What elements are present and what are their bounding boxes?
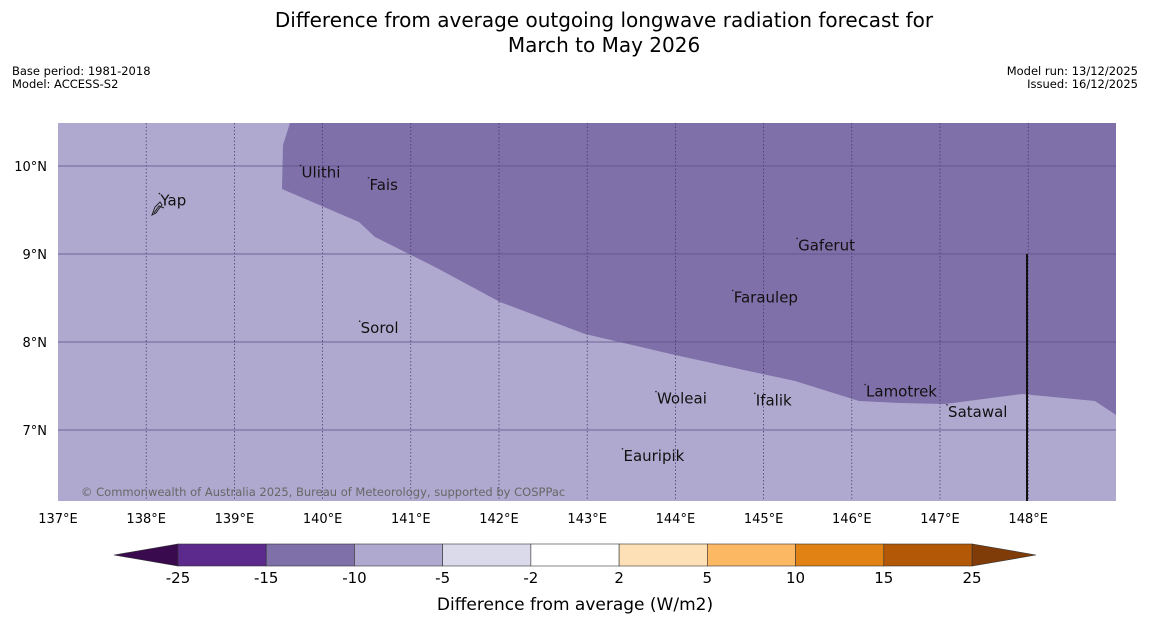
legend-title: Difference from average (W/m2)	[437, 595, 713, 615]
lat-tick-label: 9°N	[23, 248, 48, 263]
place-labels: Yap Ulithi Fais Sorol Gaferut Faraulep Lamotre…	[158, 163, 1007, 465]
lon-tick-label: 140°E	[303, 512, 343, 527]
meta-left: Base period: 1981-2018 Model: ACCESS-S2	[12, 65, 151, 91]
island-marker	[753, 392, 756, 395]
place-label-fais: Fais	[369, 176, 398, 194]
issued-date: Issued: 16/12/2025	[1027, 77, 1138, 91]
lat-tick-label: 8°N	[23, 336, 48, 351]
longitude-axis: 137°E 138°E 139°E 140°E 141°E 142°E 143°E 144°E…	[38, 512, 1048, 527]
colorbar-tick-label: -2	[523, 569, 538, 587]
model-run: Model run: 13/12/2025	[1006, 64, 1138, 78]
colorbar-bin	[883, 543, 973, 567]
meta-right: Model run: 13/12/2025 Issued: 16/12/2025	[1007, 65, 1138, 91]
island-marker	[158, 192, 161, 195]
base-period: Base period: 1981-2018	[12, 64, 151, 78]
place-label-yap: Yap	[159, 192, 186, 210]
lon-tick-label: 144°E	[656, 512, 696, 527]
colorbar-bin	[530, 543, 620, 567]
colorbar-extend-min	[113, 543, 179, 567]
lon-tick-label: 145°E	[744, 512, 784, 527]
colorbar-tick-label: -5	[435, 569, 450, 587]
place-label-satawal: Satawal	[948, 403, 1007, 421]
lon-tick-label: 141°E	[391, 512, 431, 527]
island-marker	[796, 237, 798, 240]
lon-tick-label: 139°E	[215, 512, 255, 527]
place-label-ifalik: Ifalik	[756, 391, 792, 409]
model-name: Model: ACCESS-S2	[12, 77, 119, 91]
colorbar-bin	[795, 543, 885, 567]
island-marker	[367, 176, 370, 179]
island-marker	[655, 390, 657, 393]
title-line-2: March to May 2026	[507, 33, 701, 57]
colorbar-bin	[177, 543, 267, 567]
place-label-ulithi: Ulithi	[302, 163, 341, 181]
island-marker	[864, 383, 866, 386]
colorbar-tick-label: 5	[703, 569, 713, 587]
island-marker	[621, 448, 624, 450]
colorbar-tick-label: 10	[786, 569, 805, 587]
island-marker	[299, 164, 302, 167]
island-marker	[731, 289, 734, 292]
lon-tick-label: 142°E	[479, 512, 519, 527]
lon-tick-label: 148°E	[1008, 512, 1048, 527]
place-label-lamotrek: Lamotrek	[866, 383, 937, 401]
lon-tick-label: 138°E	[126, 512, 166, 527]
colorbar-tick-label: 25	[962, 569, 981, 587]
title-line-1: Difference from average outgoing longwav…	[274, 8, 934, 32]
lon-tick-label: 147°E	[920, 512, 960, 527]
island-marker	[946, 404, 948, 406]
colorbar-tick-label: -10	[342, 569, 367, 587]
colorbar-tick-label: -25	[166, 569, 191, 587]
lon-tick-label: 143°E	[567, 512, 607, 527]
lat-tick-label: 7°N	[23, 424, 48, 439]
colorbar-tick-label: -15	[254, 569, 279, 587]
map-gridlines	[58, 123, 1116, 501]
colorbar-extend-max	[971, 543, 1037, 567]
latitude-axis: 10°N 9°N 8°N 7°N	[14, 160, 47, 439]
lon-tick-label: 146°E	[832, 512, 872, 527]
place-label-gaferut: Gaferut	[798, 236, 855, 254]
colorbar-tick-label: 2	[614, 569, 624, 587]
lat-tick-label: 10°N	[14, 160, 47, 175]
colorbar-bin	[707, 543, 796, 567]
place-label-sorol: Sorol	[361, 319, 399, 337]
place-label-eauripik: Eauripik	[623, 447, 684, 465]
island-marker	[358, 320, 361, 323]
place-label-faraulep: Faraulep	[734, 288, 798, 306]
yap-island-shape	[151, 201, 165, 217]
colorbar-bin	[354, 543, 443, 567]
colorbar-tick-label: 15	[874, 569, 893, 587]
colorbar-bin	[442, 543, 532, 567]
colorbar-legend: -25 -15 -10 -5 -2 2 5 10 15 25	[113, 543, 1037, 587]
chart-title: Difference from average outgoing longwav…	[0, 8, 1150, 58]
lon-tick-label: 137°E	[38, 512, 78, 527]
colorbar-bin	[265, 543, 355, 567]
place-label-woleai: Woleai	[657, 390, 707, 408]
colorbar-bin	[618, 543, 708, 567]
copyright-text: © Commonwealth of Australia 2025, Bureau…	[81, 485, 565, 499]
